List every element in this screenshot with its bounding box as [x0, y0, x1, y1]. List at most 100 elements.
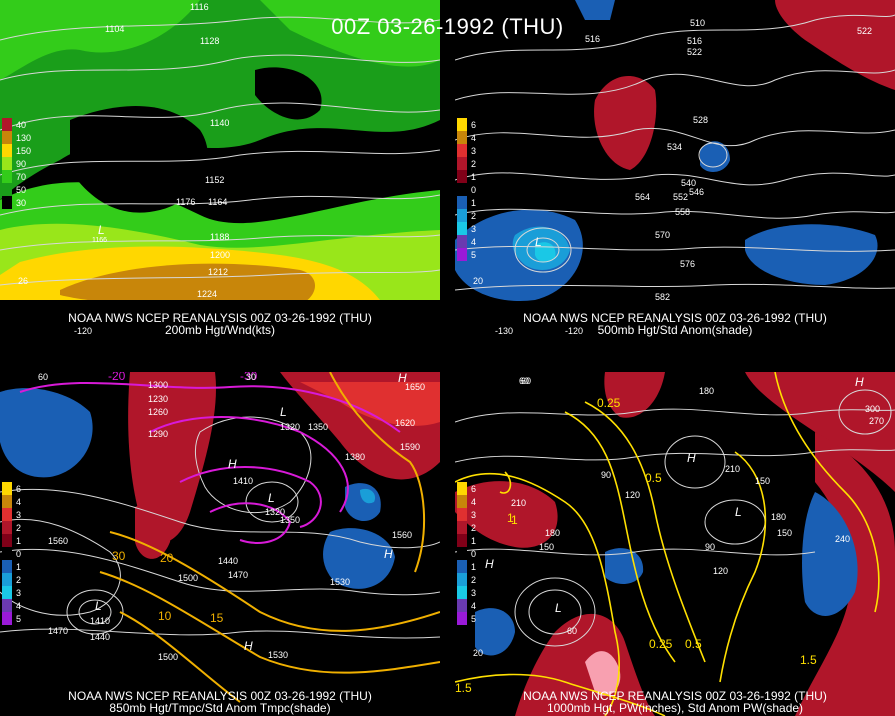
legend-label: 4	[16, 601, 22, 611]
contour-label: 90	[705, 542, 715, 552]
legend-label: 6	[16, 484, 22, 494]
contour-label: 1152	[205, 175, 224, 185]
legend-label: 5	[16, 614, 22, 624]
map-200mb: 1104 1116 1128 1140 1152 1164 1176 1188 …	[0, 0, 440, 338]
legend-label: 0	[16, 549, 22, 559]
contour-label: 1140	[210, 118, 229, 128]
map-1000mb: 0.25 0.5 1 1.5 0.25 0.5 1 1.5 60 90 120 …	[455, 372, 895, 716]
legend-label: 2	[471, 575, 477, 585]
legend-label: 4	[471, 133, 477, 143]
legend-label: 3	[16, 588, 22, 598]
panel-caption-field: 1000mb Hgt, PW(inches), Std Anom PW(shad…	[546, 701, 804, 715]
contour-label: 150	[777, 528, 792, 538]
legend-label: 6	[471, 120, 477, 130]
contour-label: 1560	[392, 530, 412, 540]
legend-label: 4	[16, 497, 22, 507]
edge-label: -130	[495, 326, 513, 336]
contour-label: 1166	[92, 237, 107, 244]
legend-label: 4	[471, 237, 477, 247]
contour-label: 522	[687, 47, 702, 57]
contour-label: 558	[675, 207, 690, 217]
contour-label: 1224	[197, 289, 217, 299]
contour-label: 270	[869, 416, 884, 426]
pw-label: 0.5	[645, 471, 662, 485]
legend-label: 4	[471, 497, 477, 507]
panel-850mb-heights-temperature: 30 20 10 15 -20 -30 1300 1230 1260 1290 …	[0, 372, 440, 716]
panel-500mb-heights-anomaly: 516 522 528 534 540 546 552 558 564 570 …	[455, 0, 895, 338]
low-pressure-marker: L	[95, 599, 102, 613]
contour-label: 1212	[208, 267, 228, 277]
map-500mb: 516 522 528 534 540 546 552 558 564 570 …	[455, 0, 895, 338]
panel-1000mb-heights-precipitable-water: 0.25 0.5 1 1.5 0.25 0.5 1 1.5 60 90 120 …	[455, 372, 895, 716]
high-pressure-marker: H	[384, 547, 393, 561]
contour-label: 1500	[158, 652, 178, 662]
edge-label: 20	[473, 276, 483, 286]
contour-label: 1530	[330, 577, 350, 587]
contour-label: 150	[755, 476, 770, 486]
temperature-label: 10	[158, 609, 172, 623]
legend-label: 5	[471, 614, 477, 624]
contour-label: 1188	[210, 232, 229, 242]
contour-label: 1104	[105, 24, 124, 34]
contour-label: 1530	[268, 650, 288, 660]
contour-label: 210	[725, 464, 740, 474]
panel-caption-source: NOAA NWS NCEP REANALYSIS 00Z 03-26-1992 …	[523, 689, 827, 703]
legend-label: 40	[16, 120, 27, 130]
contour-label: 1164	[208, 197, 227, 207]
low-pressure-marker: L	[268, 491, 275, 505]
contour-label: 1410	[90, 616, 110, 626]
legend-label: 70	[16, 172, 27, 182]
contour-label: 534	[667, 142, 682, 152]
contour-label: 576	[680, 259, 695, 269]
contour-label: 1290	[148, 429, 168, 439]
temperature-label: -30	[240, 372, 258, 383]
contour-label: 60	[567, 626, 577, 636]
low-pressure-marker: L	[280, 405, 287, 419]
legend-label: 1	[16, 536, 22, 546]
pw-label: 0.25	[597, 396, 621, 410]
legend-label: 3	[471, 224, 477, 234]
contour-label: 180	[771, 512, 786, 522]
contour-label: 300	[865, 404, 880, 414]
edge-label: 30	[246, 372, 256, 382]
contour-label: 1200	[210, 250, 230, 260]
temperature-label: 20	[160, 551, 174, 565]
page-title: 00Z 03-26-1992 (THU)	[331, 14, 564, 39]
color-scale-legend: 6 4 3 2 1 0 1 2 3 4 5	[2, 482, 21, 625]
contour-label: 1320	[265, 507, 285, 517]
contour-label: 582	[655, 292, 670, 302]
high-pressure-marker: H	[244, 639, 253, 653]
contour-label: 1260	[148, 407, 168, 417]
contour-label: 1116	[190, 2, 209, 12]
legend-label: 90	[16, 159, 27, 169]
legend-label: 1	[471, 172, 477, 182]
color-scale-legend: 6 4 3 2 1 0 1 2 3 4 5	[457, 118, 476, 261]
contour-label: 1350	[280, 515, 300, 525]
contour-label: 1128	[200, 36, 219, 46]
contour-label: 522	[857, 26, 872, 36]
legend-label: 2	[471, 159, 477, 169]
contour-label: 90	[601, 470, 611, 480]
panel-caption-field: 200mb Hgt/Wnd(kts)	[164, 323, 276, 337]
high-pressure-marker: H	[687, 451, 696, 465]
edge-label: 60	[521, 376, 531, 386]
legend-label: 150	[16, 146, 32, 156]
legend-label: 1	[471, 198, 477, 208]
contour-label: 1320	[280, 422, 300, 432]
legend-label: 4	[471, 601, 477, 611]
contour-label: 1440	[90, 632, 110, 642]
pw-label: 1	[507, 511, 514, 525]
legend-label: 1	[16, 562, 22, 572]
high-pressure-marker: H	[855, 375, 864, 389]
pw-label: 0.25	[649, 637, 673, 651]
contour-label: 528	[693, 115, 708, 125]
low-pressure-marker: L	[735, 505, 742, 519]
contour-label: 1176	[176, 197, 195, 207]
panel-caption-field: 500mb Hgt/Std Anom(shade)	[597, 323, 753, 337]
legend-label: 6	[471, 484, 477, 494]
high-pressure-marker: H	[485, 557, 494, 571]
legend-label: 130	[16, 133, 32, 143]
contour-label: 510	[690, 18, 705, 28]
high-pressure-marker: H	[398, 372, 407, 385]
contour-label: 1470	[228, 570, 248, 580]
